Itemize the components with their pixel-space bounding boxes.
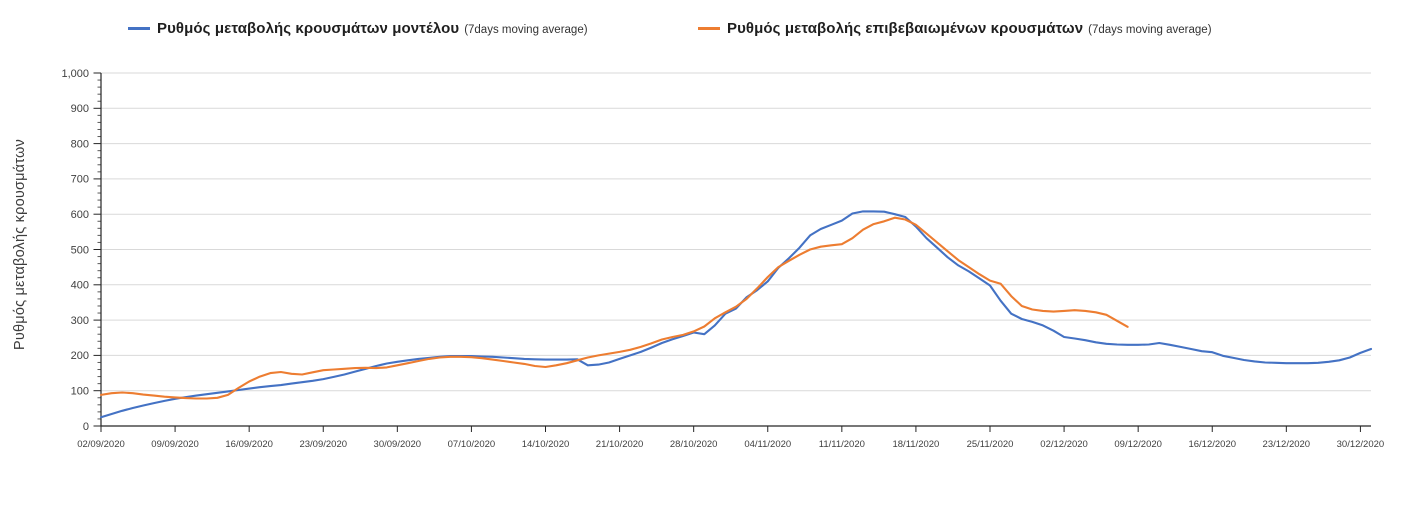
y-tick-label: 0 [83, 421, 89, 433]
x-tick-label: 09/09/2020 [151, 439, 199, 450]
legend-label-confirmed: Ρυθμός μεταβολής επιβεβαιωμένων κρουσμάτ… [727, 20, 1084, 37]
series-model-line [99, 210, 1373, 419]
x-tick-label: 30/09/2020 [374, 439, 422, 450]
y-tick-label: 900 [71, 103, 89, 115]
x-tick-label: 02/09/2020 [77, 439, 125, 450]
x-tick-label: 28/10/2020 [670, 439, 718, 450]
legend-line-swatch-confirmed [698, 27, 720, 30]
series-confirmed-line [99, 216, 1129, 400]
y-tick-label: 600 [71, 209, 89, 221]
y-tick-label: 800 [71, 138, 89, 150]
x-tick-label: 18/11/2020 [892, 439, 939, 450]
x-tick-label: 04/11/2020 [744, 439, 791, 450]
y-tick-label: 700 [71, 174, 89, 186]
x-tick-label: 23/12/2020 [1263, 439, 1311, 450]
x-tick-label: 21/10/2020 [596, 439, 644, 450]
legend: Ρυθμός μεταβολής κρουσμάτων μοντέλου (7d… [0, 0, 1408, 46]
x-tick-label: 14/10/2020 [522, 439, 570, 450]
y-tick-label: 500 [71, 244, 89, 256]
x-tick-label: 07/10/2020 [448, 439, 496, 450]
x-tick-label: 16/09/2020 [225, 439, 273, 450]
x-tick-label: 25/11/2020 [967, 439, 1014, 450]
legend-line-swatch-model [128, 27, 150, 30]
y-tick-label: 1,000 [61, 68, 89, 80]
legend-sublabel-model: (7days moving average) [464, 23, 588, 36]
legend-label-model: Ρυθμός μεταβολής κρουσμάτων μοντέλου [157, 20, 460, 37]
x-tick-label: 11/11/2020 [819, 439, 865, 450]
y-tick-label: 400 [71, 280, 89, 292]
y-axis-title: Ρυθμός μεταβολής κρουσμάτων [12, 139, 28, 350]
x-tick-label: 02/12/2020 [1040, 439, 1088, 450]
x-tick-label: 23/09/2020 [299, 439, 347, 450]
x-tick-label: 16/12/2020 [1188, 439, 1236, 450]
legend-sublabel-confirmed: (7days moving average) [1088, 23, 1212, 36]
legend-item-confirmed: Ρυθμός μεταβολής επιβεβαιωμένων κρουσμάτ… [698, 20, 1212, 37]
x-tick-label: 09/12/2020 [1114, 439, 1162, 450]
legend-item-model: Ρυθμός μεταβολής κρουσμάτων μοντέλου (7d… [128, 20, 588, 37]
y-tick-label: 300 [71, 315, 89, 327]
x-tick-label: 30/12/2020 [1337, 439, 1385, 450]
y-tick-label: 200 [71, 350, 89, 362]
y-tick-label: 100 [71, 386, 89, 398]
